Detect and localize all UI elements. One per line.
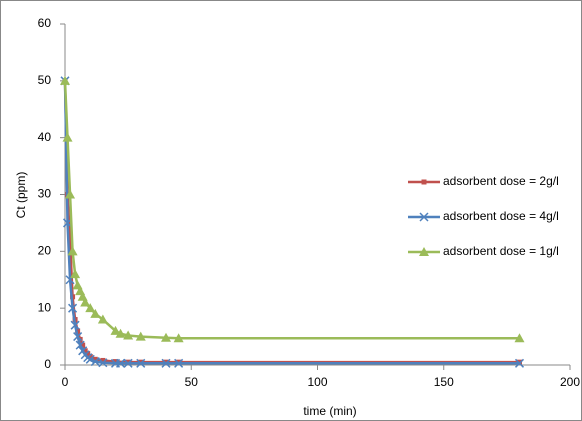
marker (161, 358, 171, 368)
marker (85, 303, 96, 313)
marker (116, 358, 126, 368)
marker (62, 132, 73, 142)
marker (67, 237, 73, 243)
marker (73, 332, 83, 342)
marker (70, 320, 80, 330)
marker (161, 332, 171, 342)
marker (115, 328, 126, 338)
x-tick-label: 0 (62, 375, 69, 389)
y-tick-label: 10 (38, 300, 52, 314)
marker (78, 346, 88, 356)
marker (98, 358, 108, 368)
x-tick-label: 150 (434, 375, 454, 389)
x-tick-label: 200 (560, 375, 580, 389)
marker (68, 303, 78, 313)
marker (514, 358, 525, 368)
marker (85, 354, 95, 364)
y-tick-label: 0 (44, 357, 51, 371)
marker (90, 308, 101, 318)
y-tick-label: 50 (38, 73, 52, 87)
legend-label: adsorbent dose = 4g/l (443, 209, 559, 223)
y-tick-label: 20 (38, 244, 52, 258)
marker (70, 269, 81, 279)
marker (123, 358, 133, 368)
marker (421, 179, 427, 185)
x-tick-label: 100 (307, 375, 327, 389)
legend-label: adsorbent dose = 1g/l (443, 244, 559, 258)
y-axis-label: Ct (ppm) (14, 172, 28, 219)
marker (97, 314, 108, 324)
y-tick-label: 60 (38, 16, 52, 30)
marker (60, 75, 70, 85)
legend-label: adsorbent dose = 2g/l (443, 174, 559, 188)
marker (90, 357, 100, 367)
marker (113, 359, 118, 365)
marker (173, 333, 184, 343)
marker (419, 212, 429, 222)
marker (85, 351, 91, 357)
y-tick-label: 40 (38, 130, 52, 144)
marker (514, 333, 525, 343)
marker (110, 325, 121, 335)
marker (80, 342, 86, 348)
marker (80, 297, 91, 307)
marker (92, 356, 98, 362)
x-axis-label: time (min) (303, 404, 356, 418)
marker (123, 330, 134, 340)
marker (82, 348, 88, 354)
x-tick-label: 50 (185, 375, 199, 389)
marker (67, 246, 78, 256)
marker (100, 357, 106, 363)
marker (75, 340, 85, 350)
marker (87, 353, 93, 359)
marker (174, 358, 184, 368)
marker (136, 358, 146, 368)
marker (419, 247, 429, 256)
marker (65, 189, 76, 199)
y-tick-label: 30 (38, 187, 52, 201)
marker (135, 331, 146, 341)
